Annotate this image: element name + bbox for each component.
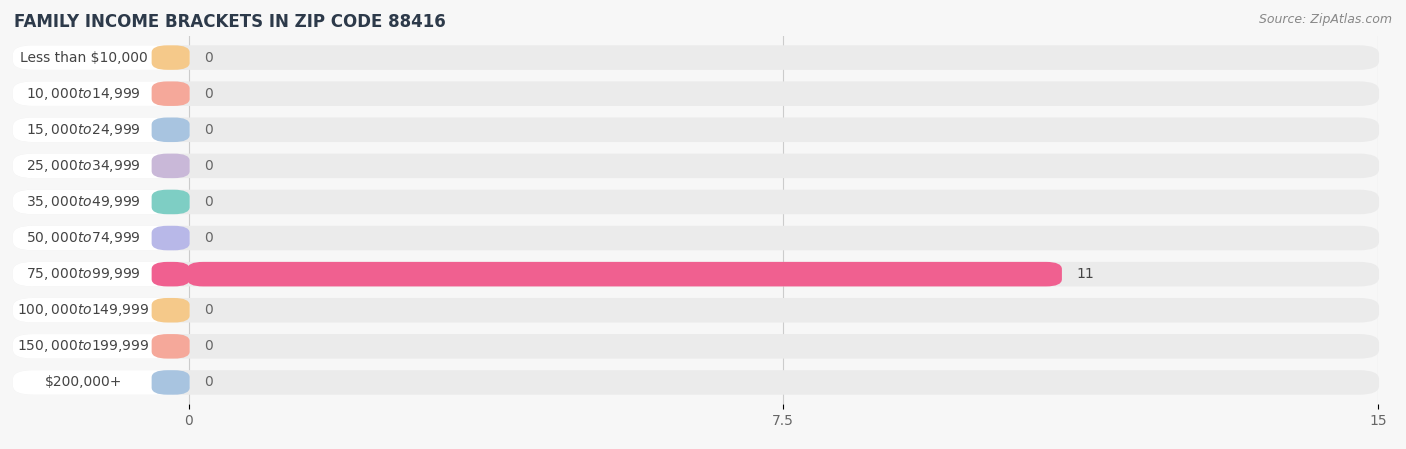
FancyBboxPatch shape [13, 45, 190, 70]
FancyBboxPatch shape [13, 118, 190, 142]
FancyBboxPatch shape [13, 81, 1379, 106]
FancyBboxPatch shape [13, 298, 1379, 322]
FancyBboxPatch shape [152, 154, 190, 178]
FancyBboxPatch shape [13, 45, 1379, 70]
FancyBboxPatch shape [13, 334, 190, 359]
Text: $150,000 to $199,999: $150,000 to $199,999 [17, 339, 149, 354]
Text: 0: 0 [204, 159, 214, 173]
FancyBboxPatch shape [13, 154, 190, 178]
Text: $10,000 to $14,999: $10,000 to $14,999 [27, 86, 141, 101]
Text: 0: 0 [204, 231, 214, 245]
Text: 0: 0 [204, 87, 214, 101]
Text: Source: ZipAtlas.com: Source: ZipAtlas.com [1258, 13, 1392, 26]
Text: 0: 0 [204, 51, 214, 65]
Text: $25,000 to $34,999: $25,000 to $34,999 [27, 158, 141, 174]
FancyBboxPatch shape [13, 262, 190, 286]
FancyBboxPatch shape [152, 262, 190, 286]
FancyBboxPatch shape [13, 189, 1379, 214]
FancyBboxPatch shape [13, 81, 190, 106]
FancyBboxPatch shape [152, 118, 190, 142]
FancyBboxPatch shape [13, 118, 1379, 142]
FancyBboxPatch shape [152, 189, 190, 214]
Text: $75,000 to $99,999: $75,000 to $99,999 [27, 266, 141, 282]
Text: Less than $10,000: Less than $10,000 [20, 51, 148, 65]
FancyBboxPatch shape [152, 45, 190, 70]
Text: 0: 0 [204, 123, 214, 137]
FancyBboxPatch shape [13, 370, 190, 395]
Text: $200,000+: $200,000+ [45, 375, 122, 389]
FancyBboxPatch shape [152, 81, 190, 106]
FancyBboxPatch shape [13, 370, 1379, 395]
FancyBboxPatch shape [13, 262, 1379, 286]
FancyBboxPatch shape [13, 189, 190, 214]
FancyBboxPatch shape [13, 226, 1379, 251]
FancyBboxPatch shape [13, 334, 1379, 359]
FancyBboxPatch shape [13, 226, 190, 251]
FancyBboxPatch shape [152, 226, 190, 251]
Text: $35,000 to $49,999: $35,000 to $49,999 [27, 194, 141, 210]
Text: 11: 11 [1077, 267, 1094, 281]
FancyBboxPatch shape [152, 334, 190, 359]
Text: 0: 0 [204, 195, 214, 209]
FancyBboxPatch shape [152, 370, 190, 395]
Text: $15,000 to $24,999: $15,000 to $24,999 [27, 122, 141, 138]
Text: $100,000 to $149,999: $100,000 to $149,999 [17, 302, 149, 318]
FancyBboxPatch shape [187, 262, 1062, 286]
FancyBboxPatch shape [152, 298, 190, 322]
Text: 0: 0 [204, 303, 214, 317]
Text: 0: 0 [204, 375, 214, 389]
FancyBboxPatch shape [13, 298, 190, 322]
Text: $50,000 to $74,999: $50,000 to $74,999 [27, 230, 141, 246]
Text: 0: 0 [204, 339, 214, 353]
Text: FAMILY INCOME BRACKETS IN ZIP CODE 88416: FAMILY INCOME BRACKETS IN ZIP CODE 88416 [14, 13, 446, 31]
FancyBboxPatch shape [13, 154, 1379, 178]
